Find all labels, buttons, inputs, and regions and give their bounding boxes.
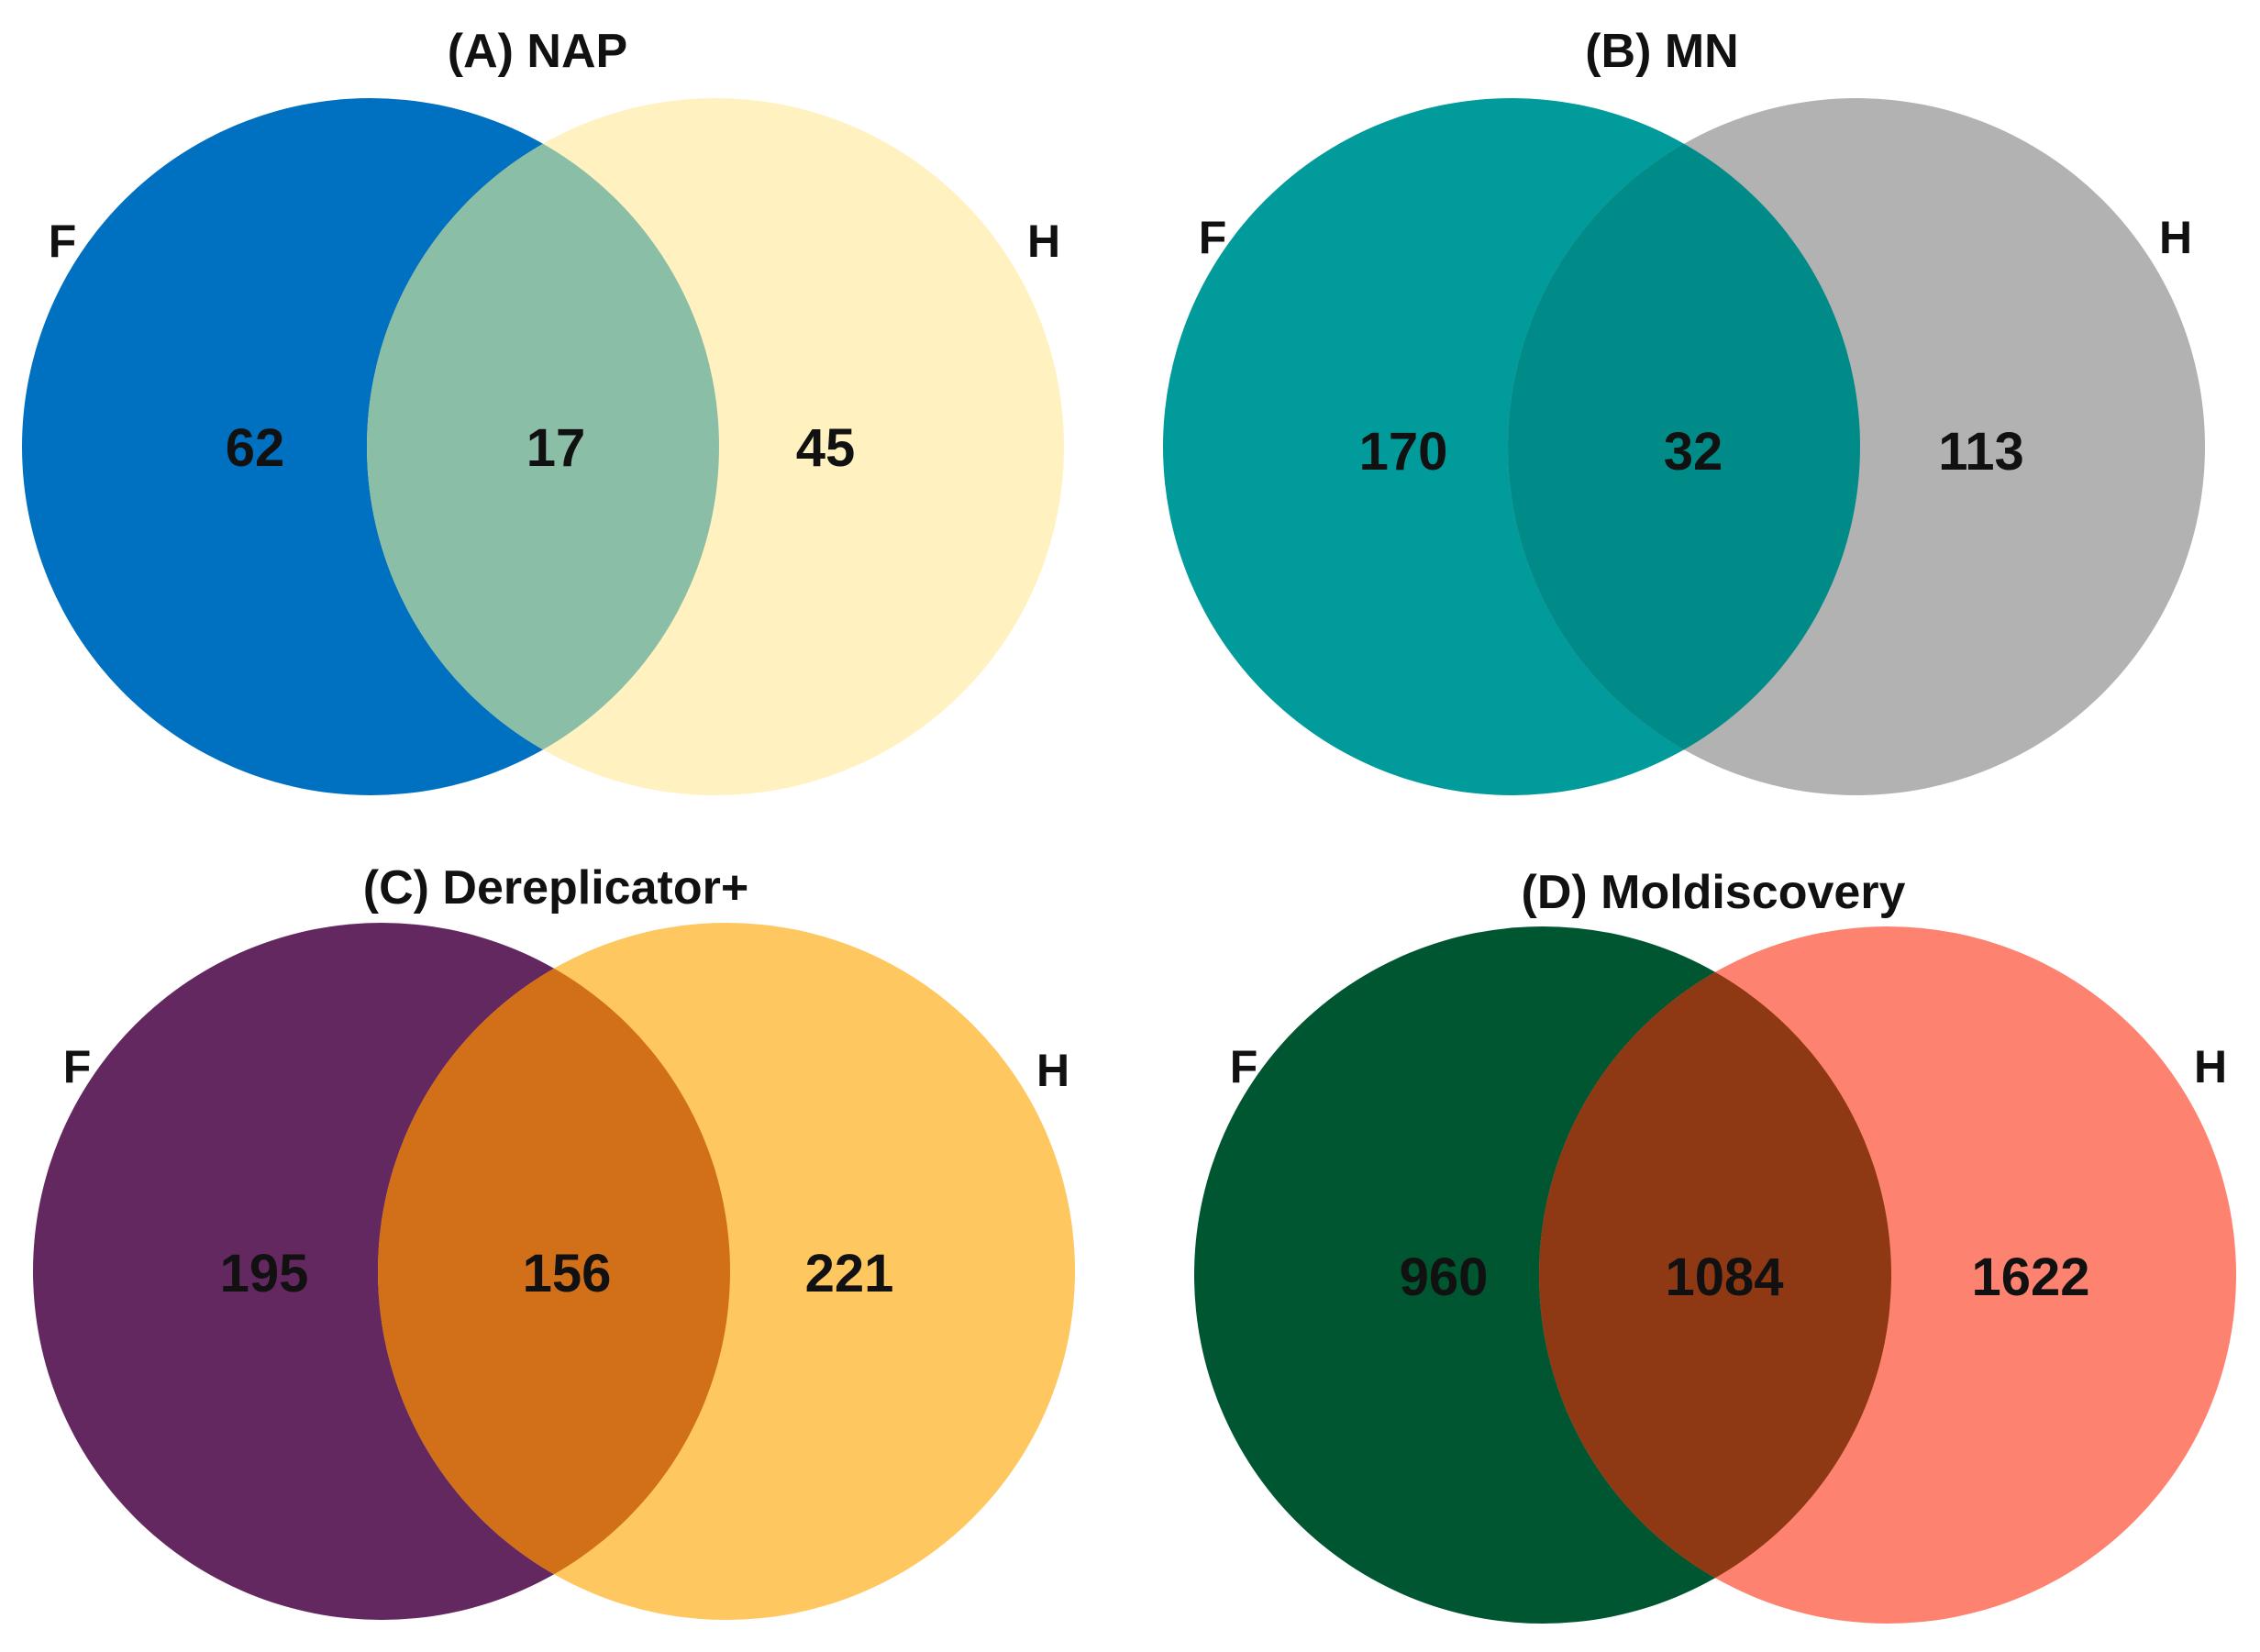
panel-b-intersection-count: 32 — [1664, 422, 1723, 482]
panel-b-title: (B) MN — [1585, 25, 1739, 78]
panel-b-right-only-count: 113 — [1938, 422, 2024, 482]
panel-c-right-label: H — [1036, 1045, 1069, 1096]
panel-b-right-label: H — [2159, 212, 2192, 263]
panel-d-right-only-count: 1622 — [1971, 1247, 2089, 1307]
venn-panel-d: (D) Moldiscovery F H 960 1084 1622 — [1194, 866, 2236, 1624]
venn-panel-b: (B) MN F H 170 32 113 — [1163, 25, 2205, 795]
panel-a-left-label: F — [49, 216, 77, 267]
panel-c-title: (C) Dereplicator+ — [363, 861, 748, 915]
panel-b-left-only-count: 170 — [1359, 422, 1448, 482]
panel-d-left-label: F — [1230, 1041, 1258, 1092]
panel-c-right-only-count: 221 — [805, 1244, 894, 1303]
panel-a-title: (A) NAP — [448, 25, 627, 78]
panel-c-intersection-count: 156 — [523, 1244, 612, 1303]
panel-a-intersection-count: 17 — [526, 418, 586, 478]
panel-d-right-label: H — [2194, 1041, 2227, 1092]
panel-a-intersection-region — [367, 98, 719, 795]
panel-c-left-label: F — [63, 1041, 92, 1092]
panel-a-left-only-count: 62 — [226, 418, 285, 478]
panel-a-right-only-count: 45 — [796, 418, 856, 478]
panel-c-intersection-region — [378, 923, 730, 1620]
venn-panel-a: (A) NAP F H 62 17 45 — [22, 25, 1064, 795]
panel-d-intersection-count: 1084 — [1665, 1247, 1783, 1307]
panel-b-left-label: F — [1199, 212, 1227, 263]
venn-panel-c: (C) Dereplicator+ F H 195 156 221 — [33, 861, 1075, 1620]
panel-c-left-only-count: 195 — [220, 1244, 309, 1303]
panel-d-title: (D) Moldiscovery — [1522, 866, 1906, 919]
panel-d-left-only-count: 960 — [1400, 1247, 1489, 1307]
panel-b-intersection-region — [1508, 98, 1860, 795]
panel-a-right-label: H — [1027, 216, 1060, 267]
panel-d-intersection-region — [1539, 926, 1891, 1624]
